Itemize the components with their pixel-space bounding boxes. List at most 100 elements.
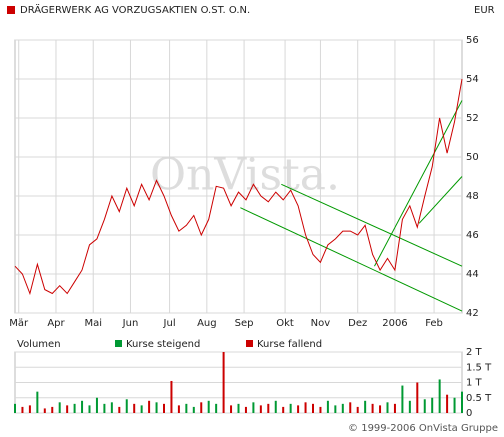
volume-bar [461, 391, 463, 413]
volume-bar [155, 402, 158, 413]
volume-bar [312, 403, 314, 413]
volume-bar [349, 402, 352, 413]
volume-bar [222, 352, 225, 413]
y-tick-label: 46 [466, 230, 479, 241]
x-tick-label: Dez [348, 318, 367, 329]
volume-bar [371, 403, 374, 413]
volume-bar [252, 402, 255, 413]
trend-line [240, 207, 463, 312]
volume-bar [185, 403, 188, 413]
volume-bar [282, 406, 285, 413]
volume-bar [177, 405, 180, 413]
x-tick-label: Nov [311, 318, 331, 329]
x-tick-label: Okt [276, 318, 294, 329]
volume-bar [267, 403, 270, 413]
footer: © 1999-2006 OnVista Gruppe [348, 423, 498, 434]
volume-bar [431, 397, 434, 413]
y-tick-label: 56 [466, 35, 479, 46]
x-tick-label: Aug [197, 318, 217, 329]
volume-bar [88, 405, 91, 413]
y-tick-label: 42 [466, 308, 479, 319]
volume-bar [274, 400, 277, 413]
volume-bar [133, 403, 136, 413]
legend-label: Kurse steigend [126, 339, 200, 350]
volume-bar [244, 406, 247, 413]
volume-bar [95, 397, 98, 413]
volume-bar [125, 399, 128, 413]
volume-bar [43, 408, 46, 413]
price-plot [14, 39, 463, 314]
volume-bar [58, 402, 61, 413]
y-tick-label: 1.5 T [466, 362, 492, 373]
volume-bar [438, 379, 441, 413]
volume-bar [304, 402, 307, 413]
volume-bar [386, 402, 389, 413]
volume-bar [192, 406, 195, 413]
volume-bar [259, 405, 262, 413]
volume-bar [81, 400, 84, 413]
volume-bar [237, 403, 240, 413]
y-tick-label: 44 [466, 269, 479, 280]
y-tick-label: 0.5 T [466, 393, 492, 404]
x-tick-label: Apr [47, 318, 65, 329]
volume-bar [118, 406, 121, 413]
chart-title: DRÄGERWERK AG VORZUGSAKTIEN O.ST. O.N. [20, 3, 250, 16]
volume-title: Volumen [17, 339, 61, 350]
currency: EUR [474, 5, 495, 16]
volume-bar [319, 406, 322, 413]
volume-bar [297, 405, 300, 413]
volume-bar [289, 403, 292, 413]
x-tick-label: Jul [163, 318, 176, 329]
volume-bar [103, 403, 106, 413]
y-tick-label: 1 T [466, 378, 483, 389]
volume-bar [446, 394, 449, 413]
legend-swatch [246, 340, 253, 347]
volume-bar [401, 385, 404, 413]
x-tick-label: 2006 [382, 318, 407, 329]
volume-bar [230, 405, 233, 413]
volume-bar [207, 400, 210, 413]
x-tick-label: Sep [235, 318, 254, 329]
y-tick-label: 50 [466, 152, 479, 163]
legend-label: Kurse fallend [257, 339, 322, 350]
x-tick-label: Feb [425, 318, 443, 329]
volume-bar [148, 400, 151, 413]
y-tick-label: 2 T [466, 347, 483, 358]
volume-bar [73, 403, 76, 413]
volume-bar [14, 403, 16, 413]
legend-swatch [115, 340, 122, 347]
volume-bar [416, 382, 419, 413]
volume-bar [408, 400, 411, 413]
price-line [14, 78, 463, 296]
trend-line [374, 100, 463, 267]
y-tick-label: 54 [466, 74, 479, 85]
volume-bar [28, 405, 31, 413]
trend-line [281, 183, 463, 267]
volume-bar [356, 406, 359, 413]
volume-bar [110, 402, 113, 413]
volume-bar [341, 403, 344, 413]
volume-bar [21, 406, 24, 413]
y-tick-label: 0 [466, 408, 472, 419]
volume-bar [36, 391, 39, 413]
volume-bar [423, 399, 426, 413]
volume-bar [170, 380, 173, 413]
volume-bar [215, 403, 218, 413]
trend-line [418, 176, 463, 224]
volume-bar [379, 405, 382, 413]
x-tick-label: Mär [9, 318, 29, 329]
volume-bar [51, 406, 54, 413]
volume-bar [334, 405, 337, 413]
y-tick-label: 52 [466, 113, 479, 124]
volume-bar [326, 400, 329, 413]
volume-bar [364, 400, 367, 413]
title-icon [7, 6, 15, 14]
watermark: OnVista. [150, 150, 340, 201]
volume-bar [140, 405, 143, 413]
volume-bar [66, 405, 69, 413]
volume-bar [200, 402, 203, 413]
x-tick-label: Jun [122, 318, 139, 329]
volume-bar [453, 397, 456, 413]
y-tick-label: 48 [466, 191, 479, 202]
